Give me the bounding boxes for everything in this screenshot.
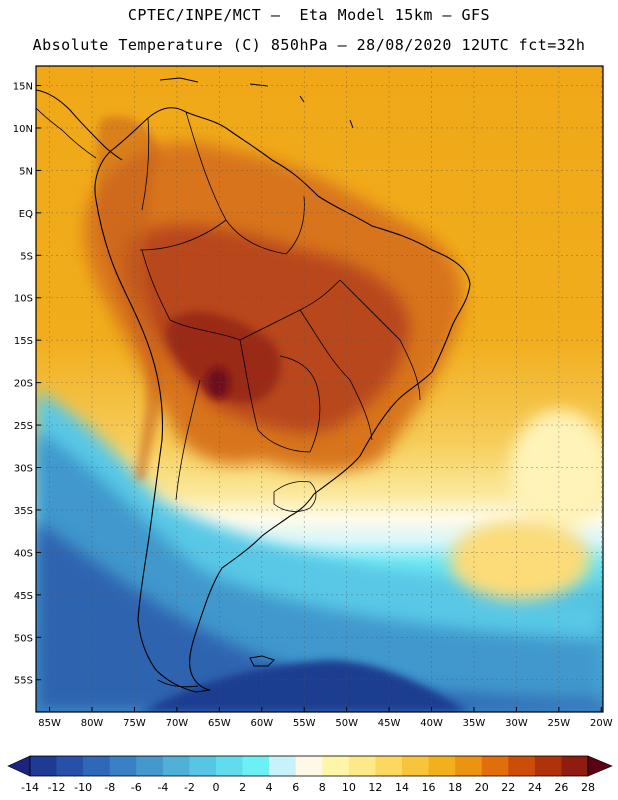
lon-tick-label: 80W xyxy=(81,718,104,729)
colorbar-swatch xyxy=(455,756,483,776)
very-hot-zone xyxy=(165,311,281,403)
atlantic-warm-band xyxy=(450,520,590,600)
lat-tick-label: 55S xyxy=(14,676,33,687)
colorbar-label: -4 xyxy=(157,781,168,794)
lat-tick-label: 45S xyxy=(14,591,33,602)
colorbar-swatch xyxy=(481,756,509,776)
colorbar-label: 14 xyxy=(395,781,409,794)
lon-tick-label: 45W xyxy=(378,718,401,729)
colorbar-swatch xyxy=(375,756,403,776)
colorbar-frame xyxy=(29,755,589,777)
title-line-1: CPTEC/INPE/MCT – Eta Model 15km – GFS xyxy=(127,6,491,24)
colorbar-label: 26 xyxy=(554,781,568,794)
colorbar-label: 0 xyxy=(213,781,220,794)
colorbar-swatch xyxy=(136,756,164,776)
lon-tick-label: 20W xyxy=(590,718,613,729)
colorbar-label: -12 xyxy=(48,781,66,794)
colorbar-label: 8 xyxy=(319,781,326,794)
colorbar-label: -14 xyxy=(21,781,39,794)
andes-strip xyxy=(96,116,165,480)
southern-islands xyxy=(157,655,275,688)
lon-axis: 85W 80W 75W 70W 65W 60W 55W 50W 45W 40W 35W 30W 25W 2… xyxy=(38,707,613,729)
colorbar-swatch xyxy=(295,756,323,776)
lat-tick-label: 10S xyxy=(14,294,33,305)
lon-tick-label: 40W xyxy=(420,718,443,729)
colorbar-label: 28 xyxy=(581,781,595,794)
lon-tick-label: 25W xyxy=(548,718,571,729)
colorbar-swatch xyxy=(83,756,111,776)
colorbar-swatch xyxy=(348,756,376,776)
lat-tick-label: 15S xyxy=(14,336,33,347)
colorbar-swatch xyxy=(162,756,190,776)
colorbar-label: -6 xyxy=(131,781,142,794)
warm-pale-patch xyxy=(510,410,603,530)
lon-tick-label: 70W xyxy=(166,718,189,729)
colorbar-swatch xyxy=(269,756,297,776)
lon-tick-label: 65W xyxy=(208,718,231,729)
lon-tick-label: 85W xyxy=(38,718,61,729)
colorbar-swatch xyxy=(534,756,562,776)
cold-core-south xyxy=(36,520,603,712)
colorbar-swatch xyxy=(189,756,217,776)
lat-axis: 15N 10N 5N EQ 5S 10S 15S 20S 25S 30S 35S 40S 45S 50S 5… xyxy=(13,82,41,687)
colorbar-swatch xyxy=(428,756,456,776)
lat-tick-label: 25S xyxy=(14,421,33,432)
colorbar-swatch xyxy=(561,756,589,776)
colorbar-label: -2 xyxy=(184,781,195,794)
lat-tick-label: 35S xyxy=(14,506,33,517)
colorbar-label: 6 xyxy=(292,781,299,794)
lat-tick-label: 5N xyxy=(19,166,33,177)
colorbar-label: 16 xyxy=(422,781,436,794)
lon-tick-label: 60W xyxy=(250,718,273,729)
lon-tick-label: 55W xyxy=(293,718,316,729)
colorbar-label: 20 xyxy=(475,781,489,794)
colorbar-label: 2 xyxy=(239,781,246,794)
lat-tick-label: 30S xyxy=(14,464,33,475)
south-america-outline xyxy=(94,107,471,693)
caribbean-islands xyxy=(159,77,354,129)
hottest-core xyxy=(206,367,230,399)
lat-tick-label: 40S xyxy=(14,548,33,559)
lat-tick-label: 20S xyxy=(14,379,33,390)
lat-tick-label: 10N xyxy=(13,124,33,135)
country-borders xyxy=(139,111,421,512)
lon-tick-label: 30W xyxy=(505,718,528,729)
lon-tick-label: 75W xyxy=(123,718,146,729)
lon-tick-label: 35W xyxy=(463,718,486,729)
lat-tick-label: 5S xyxy=(20,251,33,262)
colorbar-swatch xyxy=(30,756,57,776)
colorbar-swatch xyxy=(109,756,137,776)
title-line-2: Absolute Temperature (C) 850hPa – 28/08/… xyxy=(32,36,586,54)
colorbar-label: 10 xyxy=(342,781,356,794)
lat-tick-label: EQ xyxy=(19,209,33,220)
colorbar: -14 -12 -10 -8 -6 -4 -2 0 2 4 6 8 10 12 14 16 18 20 22 24 26… xyxy=(7,755,613,794)
map-frame xyxy=(35,65,604,713)
colorbar-under-arrow xyxy=(7,755,31,777)
colorbar-swatch xyxy=(56,756,84,776)
temperature-field xyxy=(36,66,603,712)
colorbar-swatch xyxy=(508,756,536,776)
lat-tick-label: 15N xyxy=(13,82,33,93)
lon-tick-label: 50W xyxy=(335,718,358,729)
lat-tick-label: 50S xyxy=(14,633,33,644)
colorbar-label: 4 xyxy=(266,781,273,794)
colorbar-label: -10 xyxy=(74,781,92,794)
colorbar-label: 18 xyxy=(448,781,462,794)
colorbar-label: 24 xyxy=(528,781,542,794)
colorbar-label: 12 xyxy=(368,781,382,794)
colorbar-swatch xyxy=(402,756,429,776)
colorbar-swatch xyxy=(322,756,350,776)
colorbar-swatch xyxy=(242,756,270,776)
colorbar-swatch xyxy=(216,756,243,776)
colorbar-label: 22 xyxy=(501,781,515,794)
colorbar-label: -8 xyxy=(104,781,115,794)
coldest-core xyxy=(140,660,470,712)
colorbar-over-arrow xyxy=(587,755,613,777)
